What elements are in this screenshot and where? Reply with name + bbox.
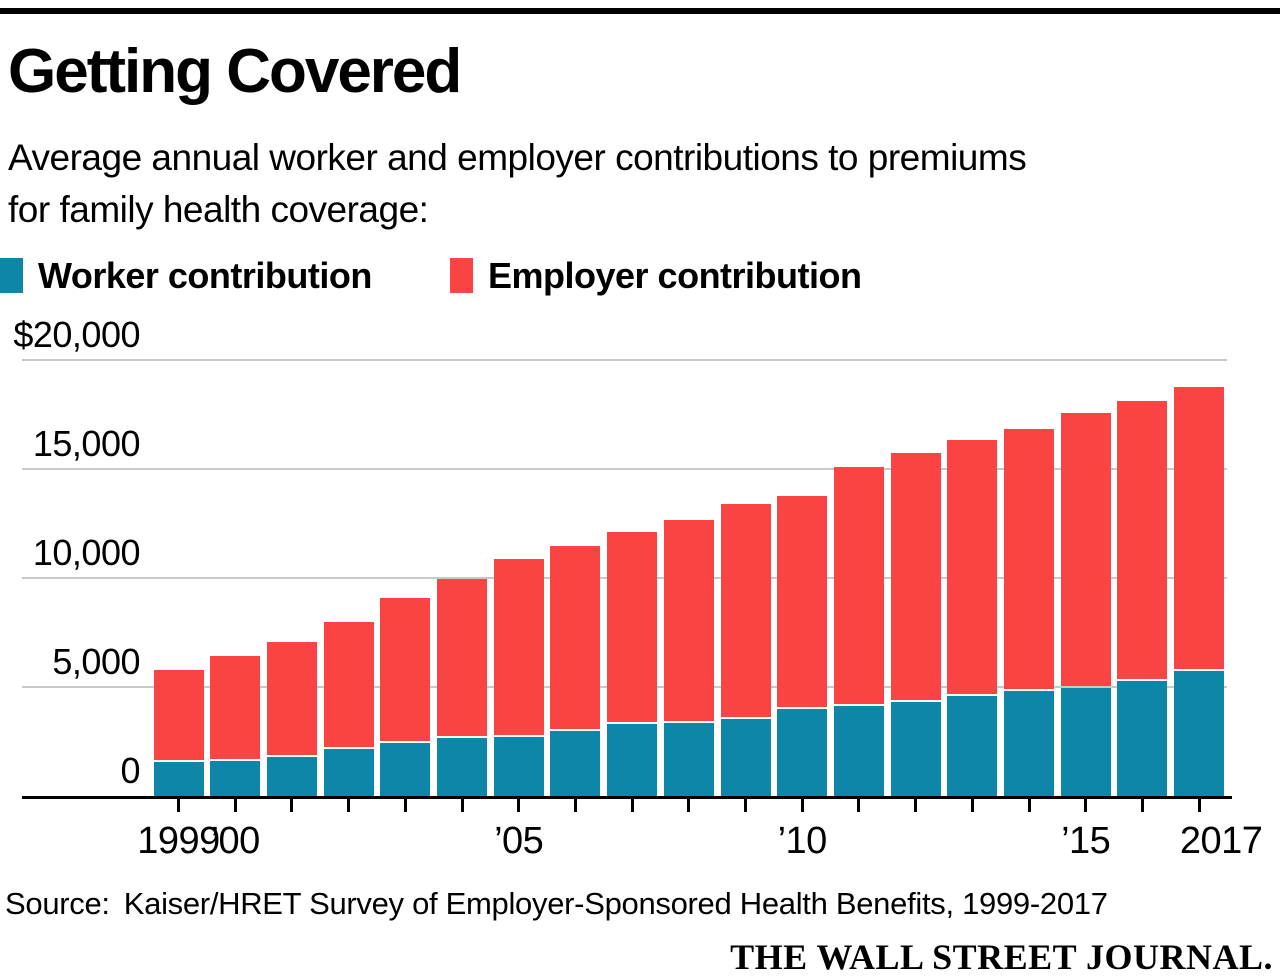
bar-2001-employer <box>266 642 317 756</box>
x-tick-1999 <box>177 799 180 812</box>
x-tick-2000 <box>233 799 237 812</box>
bar-2015-employer <box>1060 413 1111 686</box>
x-tick-2011 <box>857 799 861 812</box>
bar-1999-employer <box>153 669 204 761</box>
y-axis-label-0: 0 <box>120 750 140 791</box>
chart-subtitle-line2: for family health coverage: <box>8 189 429 230</box>
y-axis-label-20000: $20,000 <box>13 314 140 355</box>
bar-2003-worker <box>380 743 431 796</box>
bar-2011-worker <box>833 705 884 796</box>
bar-2000-worker <box>210 760 261 796</box>
bar-2012-worker <box>890 701 941 796</box>
source-text: Kaiser/HRET Survey of Employer-Sponsored… <box>123 886 1108 921</box>
x-tick-2012 <box>914 799 918 812</box>
bar-2008-employer <box>663 519 714 721</box>
x-axis-label-2010: ’10 <box>777 820 828 862</box>
x-tick-2004 <box>460 799 464 812</box>
x-tick-2017 <box>1197 799 1201 812</box>
x-tick-2008 <box>687 799 691 812</box>
legend-item-worker: Worker contribution <box>0 255 372 296</box>
x-axis-label-2015: ’15 <box>1061 820 1111 862</box>
bar-2014-worker <box>1004 690 1054 796</box>
bar-2010-worker <box>777 708 828 796</box>
legend-item-employer: Employer contribution <box>450 255 862 296</box>
x-axis-line <box>22 796 1232 799</box>
bar-2004-worker <box>437 737 487 796</box>
bar-2005-employer <box>493 558 544 735</box>
bar-2017-worker <box>1174 671 1225 796</box>
x-tick-2013 <box>970 799 974 812</box>
gridline-15000 <box>22 468 1227 470</box>
chart-subtitle: Average annual worker and employer contr… <box>8 132 1248 236</box>
x-tick-2016 <box>1140 799 1144 812</box>
bar-2004-employer <box>437 579 487 736</box>
worker-swatch-icon <box>0 258 23 293</box>
bar-2009-worker <box>720 719 771 796</box>
bar-2015-worker <box>1060 687 1111 796</box>
bar-2016-worker <box>1117 680 1168 796</box>
wsj-logotype: THE WALL STREET JOURNAL. <box>730 937 1273 977</box>
bar-2008-worker <box>663 722 714 796</box>
chart-subtitle-line1: Average annual worker and employer contr… <box>8 137 1027 178</box>
bar-2000-employer <box>210 655 261 759</box>
bar-2016-employer <box>1117 400 1168 679</box>
bar-2002-employer <box>323 621 374 748</box>
legend-label-employer: Employer contribution <box>488 255 862 296</box>
y-axis-label-15000: 15,000 <box>32 423 141 464</box>
bar-2001-worker <box>266 757 317 796</box>
y-axis-label-10000: 10,000 <box>32 532 141 573</box>
bar-2009-employer <box>720 504 771 718</box>
bar-2003-employer <box>380 598 431 742</box>
x-tick-2009 <box>744 799 747 812</box>
x-axis-label-2005: ’05 <box>494 820 544 862</box>
legend: Worker contribution Employer contributio… <box>0 258 1240 298</box>
bar-1999-worker <box>153 762 204 796</box>
bar-2005-worker <box>493 736 544 796</box>
x-tick-2002 <box>347 799 351 812</box>
page-title: Getting Covered <box>8 37 462 106</box>
x-tick-2015 <box>1084 799 1088 812</box>
x-tick-2014 <box>1027 799 1031 812</box>
bar-2014-employer <box>1004 429 1054 689</box>
bar-2006-employer <box>550 545 601 730</box>
source-line: Source: Kaiser/HRET Survey of Employer-Sp… <box>5 886 1108 922</box>
bar-2010-employer <box>777 495 828 707</box>
x-tick-2001 <box>290 799 294 812</box>
x-tick-2003 <box>403 799 407 812</box>
plot-area <box>22 359 1227 796</box>
x-tick-2007 <box>630 799 634 812</box>
bar-2002-worker <box>323 749 374 796</box>
gridline-20000 <box>22 359 1227 361</box>
bar-2007-worker <box>607 724 658 796</box>
x-axis-label-1999: 1999 <box>137 820 220 862</box>
x-axis-label-2017: 2017 <box>1179 820 1263 862</box>
bar-2013-employer <box>947 439 998 695</box>
x-tick-2006 <box>573 799 577 812</box>
x-axis-label-2000: ’00 <box>210 820 261 862</box>
x-tick-2010 <box>800 799 804 812</box>
bar-2013-worker <box>947 696 998 796</box>
bar-2007-employer <box>607 532 658 723</box>
bar-2006-worker <box>550 731 601 796</box>
y-axis-label-5000: 5,000 <box>52 641 140 682</box>
bar-2017-employer <box>1174 386 1225 670</box>
employer-swatch-icon <box>450 258 473 293</box>
source-label: Source: <box>5 886 110 921</box>
bar-2011-employer <box>833 467 884 704</box>
legend-label-worker: Worker contribution <box>38 255 372 296</box>
x-tick-2005 <box>517 799 521 812</box>
top-rule <box>0 8 1280 14</box>
bar-2012-employer <box>890 452 941 700</box>
